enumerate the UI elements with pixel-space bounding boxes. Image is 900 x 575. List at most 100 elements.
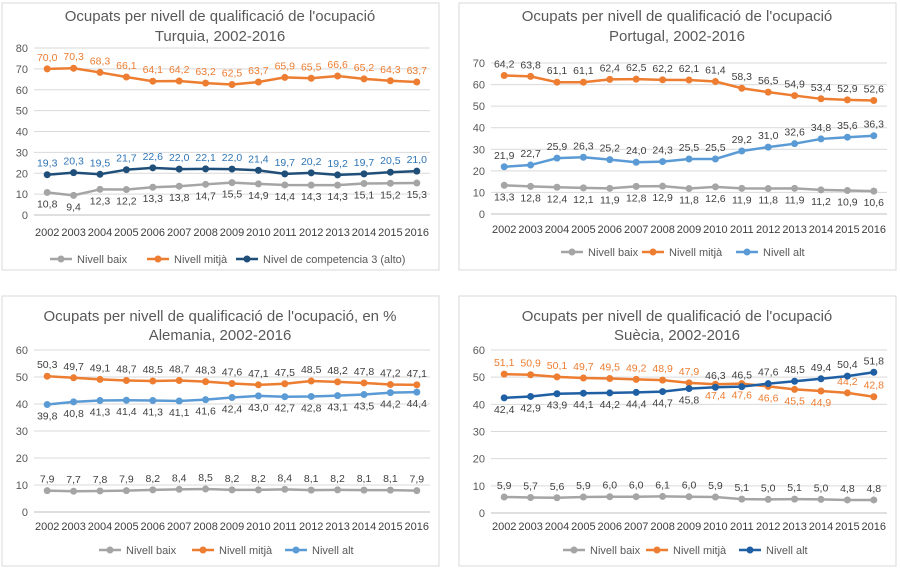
data-label: 52,9 [837, 83, 858, 95]
data-label: 22,0 [222, 152, 243, 164]
data-point [817, 95, 825, 103]
x-tick-label: 2014 [809, 224, 833, 236]
data-point [606, 75, 614, 83]
data-label: 62,5 [626, 62, 647, 74]
x-tick-label: 2005 [114, 521, 138, 533]
data-label: 21,4 [248, 153, 269, 165]
data-point [122, 396, 130, 404]
data-label: 12,9 [652, 192, 673, 204]
data-label: 8,1 [357, 473, 372, 485]
data-point [579, 184, 587, 192]
legend-marker [743, 248, 751, 256]
data-label: 41,3 [90, 406, 111, 418]
x-tick-label: 2006 [598, 521, 622, 533]
data-label: 8,4 [277, 472, 292, 484]
data-label: 47,1 [248, 368, 269, 380]
data-point [43, 487, 51, 495]
data-point [96, 68, 104, 76]
data-point [334, 392, 342, 400]
data-point [764, 88, 772, 96]
data-label: 8,4 [172, 472, 187, 484]
data-label: 21,7 [116, 153, 137, 165]
x-tick-label: 2002 [492, 521, 516, 533]
data-point [281, 170, 289, 178]
x-tick-label: 2013 [782, 224, 806, 236]
data-point [500, 163, 508, 171]
chart-subtitle: Portugal, 2002-2016 [609, 28, 745, 45]
y-tick-label: 0 [22, 507, 28, 519]
data-point [122, 377, 130, 385]
y-tick-label: 60 [16, 85, 28, 97]
data-point [738, 84, 746, 92]
data-point [175, 377, 183, 385]
data-label: 70,3 [63, 51, 84, 63]
x-tick-label: 2012 [299, 227, 323, 239]
y-tick-label: 10 [473, 481, 485, 493]
chart-title: Ocupats per nivell de qualificació de l'… [65, 8, 376, 25]
data-point [70, 398, 78, 406]
data-label: 44,4 [626, 398, 647, 410]
data-label: 22,0 [169, 152, 190, 164]
data-point [360, 179, 368, 187]
data-point [43, 372, 51, 380]
data-label: 65,9 [275, 60, 296, 72]
data-label: 44,2 [837, 376, 858, 388]
data-point [413, 179, 421, 187]
data-label: 15,1 [354, 189, 375, 201]
data-point [500, 181, 508, 189]
legend-label: Nivell alt [312, 545, 354, 557]
data-label: 4,8 [866, 483, 881, 495]
data-label: 66,6 [327, 59, 348, 71]
y-tick-label: 10 [16, 189, 28, 201]
data-point [254, 78, 262, 86]
data-label: 62,5 [222, 68, 243, 80]
x-tick-label: 2010 [703, 224, 727, 236]
data-point [70, 487, 78, 495]
data-point [254, 381, 262, 389]
data-point [632, 493, 640, 501]
data-label: 19,2 [327, 158, 348, 170]
y-tick-label: 20 [473, 166, 485, 178]
x-tick-label: 2004 [545, 521, 569, 533]
data-label: 11,2 [811, 196, 831, 208]
y-tick-label: 60 [16, 345, 28, 357]
data-point [659, 492, 667, 500]
chart-title: Ocupats per nivell de qualificació de l'… [522, 308, 833, 325]
data-label: 25,2 [600, 143, 621, 155]
data-label: 61,1 [547, 65, 568, 77]
x-tick-label: 2011 [730, 224, 754, 236]
data-label: 54,9 [784, 79, 805, 91]
data-point [254, 486, 262, 494]
data-label: 20,5 [380, 155, 401, 167]
data-point [870, 187, 878, 195]
data-point [711, 155, 719, 163]
data-label: 11,9 [732, 194, 752, 206]
x-tick-label: 2011 [730, 521, 754, 533]
data-label: 6,0 [682, 480, 697, 492]
data-point [738, 383, 746, 391]
data-point [553, 183, 561, 191]
data-point [334, 72, 342, 80]
data-point [553, 154, 561, 162]
data-point [843, 496, 851, 504]
data-label: 63,7 [248, 65, 269, 77]
data-label: 19,7 [354, 157, 375, 169]
data-point [413, 388, 421, 396]
data-label: 64,2 [494, 59, 515, 71]
x-tick-label: 2016 [405, 227, 429, 239]
data-label: 22,7 [520, 148, 541, 160]
data-point [843, 389, 851, 397]
x-tick-label: 2004 [88, 227, 112, 239]
data-point [334, 171, 342, 179]
data-label: 47,2 [380, 368, 401, 380]
data-label: 44,2 [600, 399, 621, 411]
data-point [659, 158, 667, 166]
data-label: 8,1 [304, 473, 319, 485]
data-point [500, 370, 508, 378]
data-point [685, 76, 693, 84]
data-point [711, 183, 719, 191]
y-tick-label: 60 [473, 345, 485, 357]
data-label: 36,3 [864, 119, 885, 131]
data-point [386, 168, 394, 176]
data-label: 48,5 [784, 364, 805, 376]
